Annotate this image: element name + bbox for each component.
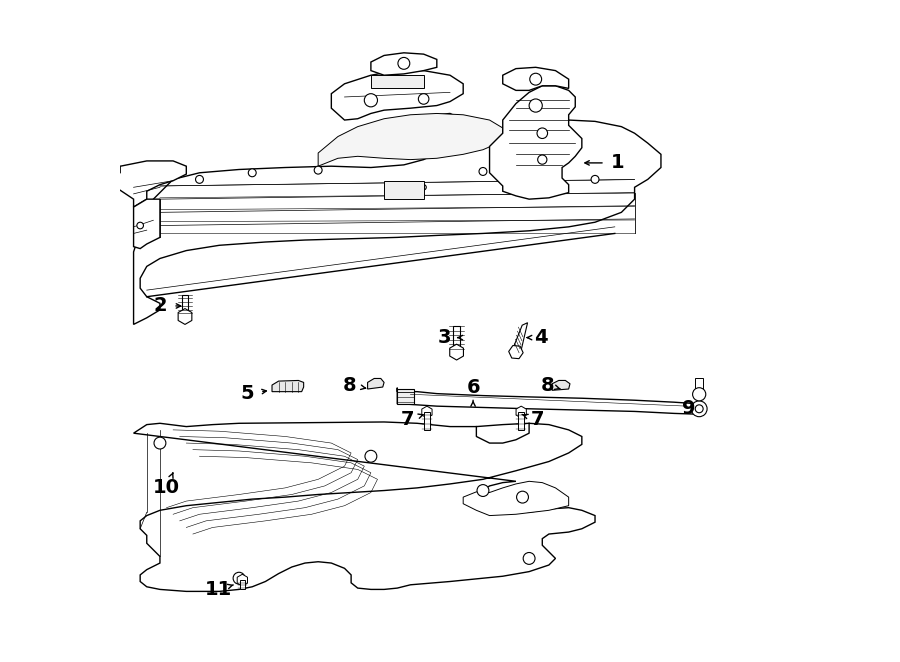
Circle shape <box>418 94 429 104</box>
Polygon shape <box>133 422 595 591</box>
Circle shape <box>195 175 203 183</box>
Circle shape <box>137 222 143 229</box>
Circle shape <box>693 388 706 401</box>
Polygon shape <box>272 381 303 392</box>
Circle shape <box>529 99 543 112</box>
Circle shape <box>691 401 707 416</box>
Polygon shape <box>503 68 569 91</box>
Circle shape <box>154 437 166 449</box>
Polygon shape <box>490 86 581 199</box>
Circle shape <box>544 170 553 178</box>
Text: 2: 2 <box>153 297 166 316</box>
Text: 4: 4 <box>535 328 548 347</box>
Text: 7: 7 <box>400 410 414 430</box>
Circle shape <box>365 450 377 462</box>
Circle shape <box>591 175 599 183</box>
Bar <box>371 75 424 89</box>
Bar <box>518 412 525 430</box>
Circle shape <box>537 155 547 164</box>
Circle shape <box>394 183 400 189</box>
Bar <box>239 580 245 589</box>
Circle shape <box>314 166 322 174</box>
Circle shape <box>477 485 489 496</box>
Text: 3: 3 <box>438 328 452 347</box>
Circle shape <box>248 169 256 177</box>
Text: 10: 10 <box>153 479 180 497</box>
Text: 5: 5 <box>240 384 254 403</box>
Circle shape <box>530 73 542 85</box>
Bar <box>695 378 703 395</box>
Polygon shape <box>319 113 503 166</box>
Bar <box>384 181 424 199</box>
Bar <box>397 389 414 404</box>
Circle shape <box>398 58 410 70</box>
Polygon shape <box>464 481 569 516</box>
Circle shape <box>479 167 487 175</box>
Text: 9: 9 <box>682 399 696 418</box>
Circle shape <box>695 405 703 412</box>
Text: 1: 1 <box>611 154 625 172</box>
Circle shape <box>233 572 245 584</box>
Circle shape <box>517 491 528 503</box>
Circle shape <box>364 94 377 107</box>
Bar <box>424 412 430 430</box>
Polygon shape <box>331 71 464 120</box>
Circle shape <box>523 553 535 565</box>
Polygon shape <box>397 388 700 414</box>
Bar <box>182 295 188 316</box>
Text: 6: 6 <box>466 377 480 397</box>
Circle shape <box>421 185 427 190</box>
Text: 8: 8 <box>541 375 554 395</box>
Polygon shape <box>133 199 160 249</box>
Bar <box>454 326 460 352</box>
Polygon shape <box>553 381 570 391</box>
Polygon shape <box>510 322 527 355</box>
Polygon shape <box>113 161 186 207</box>
Text: 8: 8 <box>343 375 356 395</box>
Polygon shape <box>107 166 121 186</box>
Text: 7: 7 <box>530 410 544 430</box>
Polygon shape <box>371 53 436 75</box>
Polygon shape <box>367 379 384 389</box>
Circle shape <box>537 128 547 138</box>
Polygon shape <box>133 113 661 324</box>
Text: 11: 11 <box>204 580 231 599</box>
